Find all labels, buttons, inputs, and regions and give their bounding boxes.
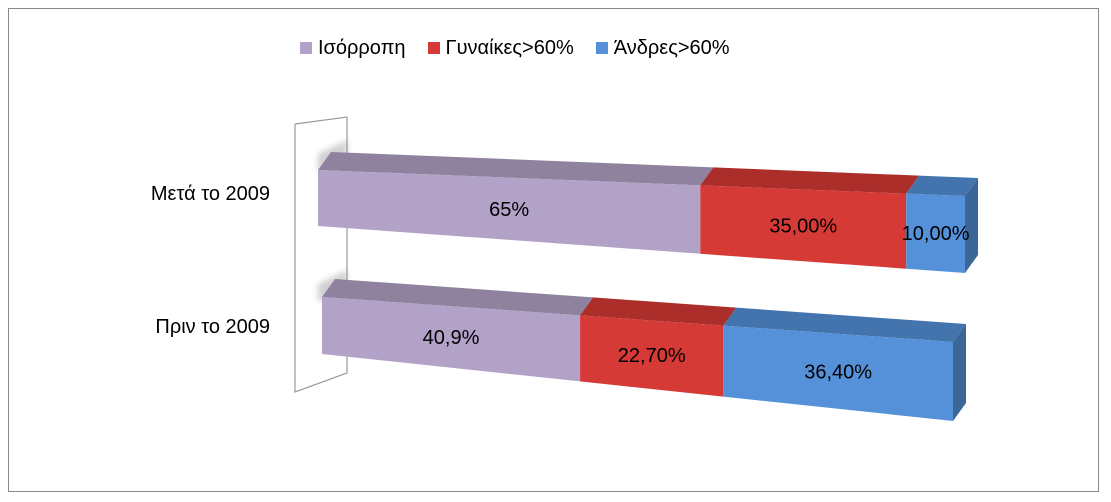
bar-before-2009-series-0-front bbox=[322, 297, 581, 382]
legend-swatch-andres bbox=[595, 42, 608, 54]
bar-before-2009-series-2-top bbox=[723, 307, 966, 342]
bar-before-2009-series-2-front bbox=[723, 325, 953, 421]
bar-before-2009-series-2-value-label: 36,40% bbox=[804, 361, 872, 383]
bar-before-2009-series-1-top bbox=[580, 297, 737, 326]
legend-swatch-isorropi bbox=[300, 42, 312, 54]
category-label-after-2009: Μετά το 2009 bbox=[151, 183, 270, 205]
category-label-before-2009: Πριν το 2009 bbox=[155, 316, 270, 338]
bar-after-2009-series-0-value-label: 65% bbox=[489, 199, 529, 221]
bar-before-2009-series-1-value-label: 22,70% bbox=[618, 345, 686, 367]
chart-legend: Ισόρροπη Γυναίκες>60% Άνδρες>60% bbox=[300, 36, 730, 60]
bar-after-2009-series-0-front bbox=[318, 170, 701, 254]
bar-after-2009-series-1-front bbox=[700, 185, 907, 269]
legend-swatch-gynaikes bbox=[427, 42, 440, 54]
category-labels: Μετά το 2009 Πριν το 2009 bbox=[151, 183, 270, 338]
legend-label-gynaikes: Γυναίκες>60% bbox=[445, 37, 574, 59]
legend-item-gynaikes: Γυναίκες>60% bbox=[427, 36, 574, 60]
bar-after-2009-series-2-value-label: 10,00% bbox=[902, 223, 970, 245]
bar-after-2009-series-1-top bbox=[700, 167, 920, 194]
bars-group: 65% 35,00% 10,00% 40,9% 22,70% 36,40% bbox=[318, 152, 978, 421]
bar-before-2009-series-0-value-label: 40,9% bbox=[423, 327, 480, 349]
legend-label-andres: Άνδρες>60% bbox=[613, 37, 730, 59]
legend-item-andres: Άνδρες>60% bbox=[595, 36, 730, 60]
bar-after-2009-series-0-top bbox=[318, 152, 714, 186]
bar-after-2009-series-2-top bbox=[906, 175, 978, 196]
bar-after-2009-series-1-value-label: 35,00% bbox=[769, 215, 837, 237]
bar-before-2009-series-1-front bbox=[580, 315, 724, 397]
bar-after-2009-series-2-end bbox=[965, 178, 978, 273]
legend-label-isorropi: Ισόρροπη bbox=[318, 37, 406, 59]
bar-before-2009-series-2-end bbox=[953, 324, 966, 421]
legend-item-isorropi: Ισόρροπη bbox=[300, 36, 406, 60]
bar-before-2009-series-0-top bbox=[322, 279, 594, 316]
bar-after-2009-series-2-front bbox=[906, 193, 965, 273]
